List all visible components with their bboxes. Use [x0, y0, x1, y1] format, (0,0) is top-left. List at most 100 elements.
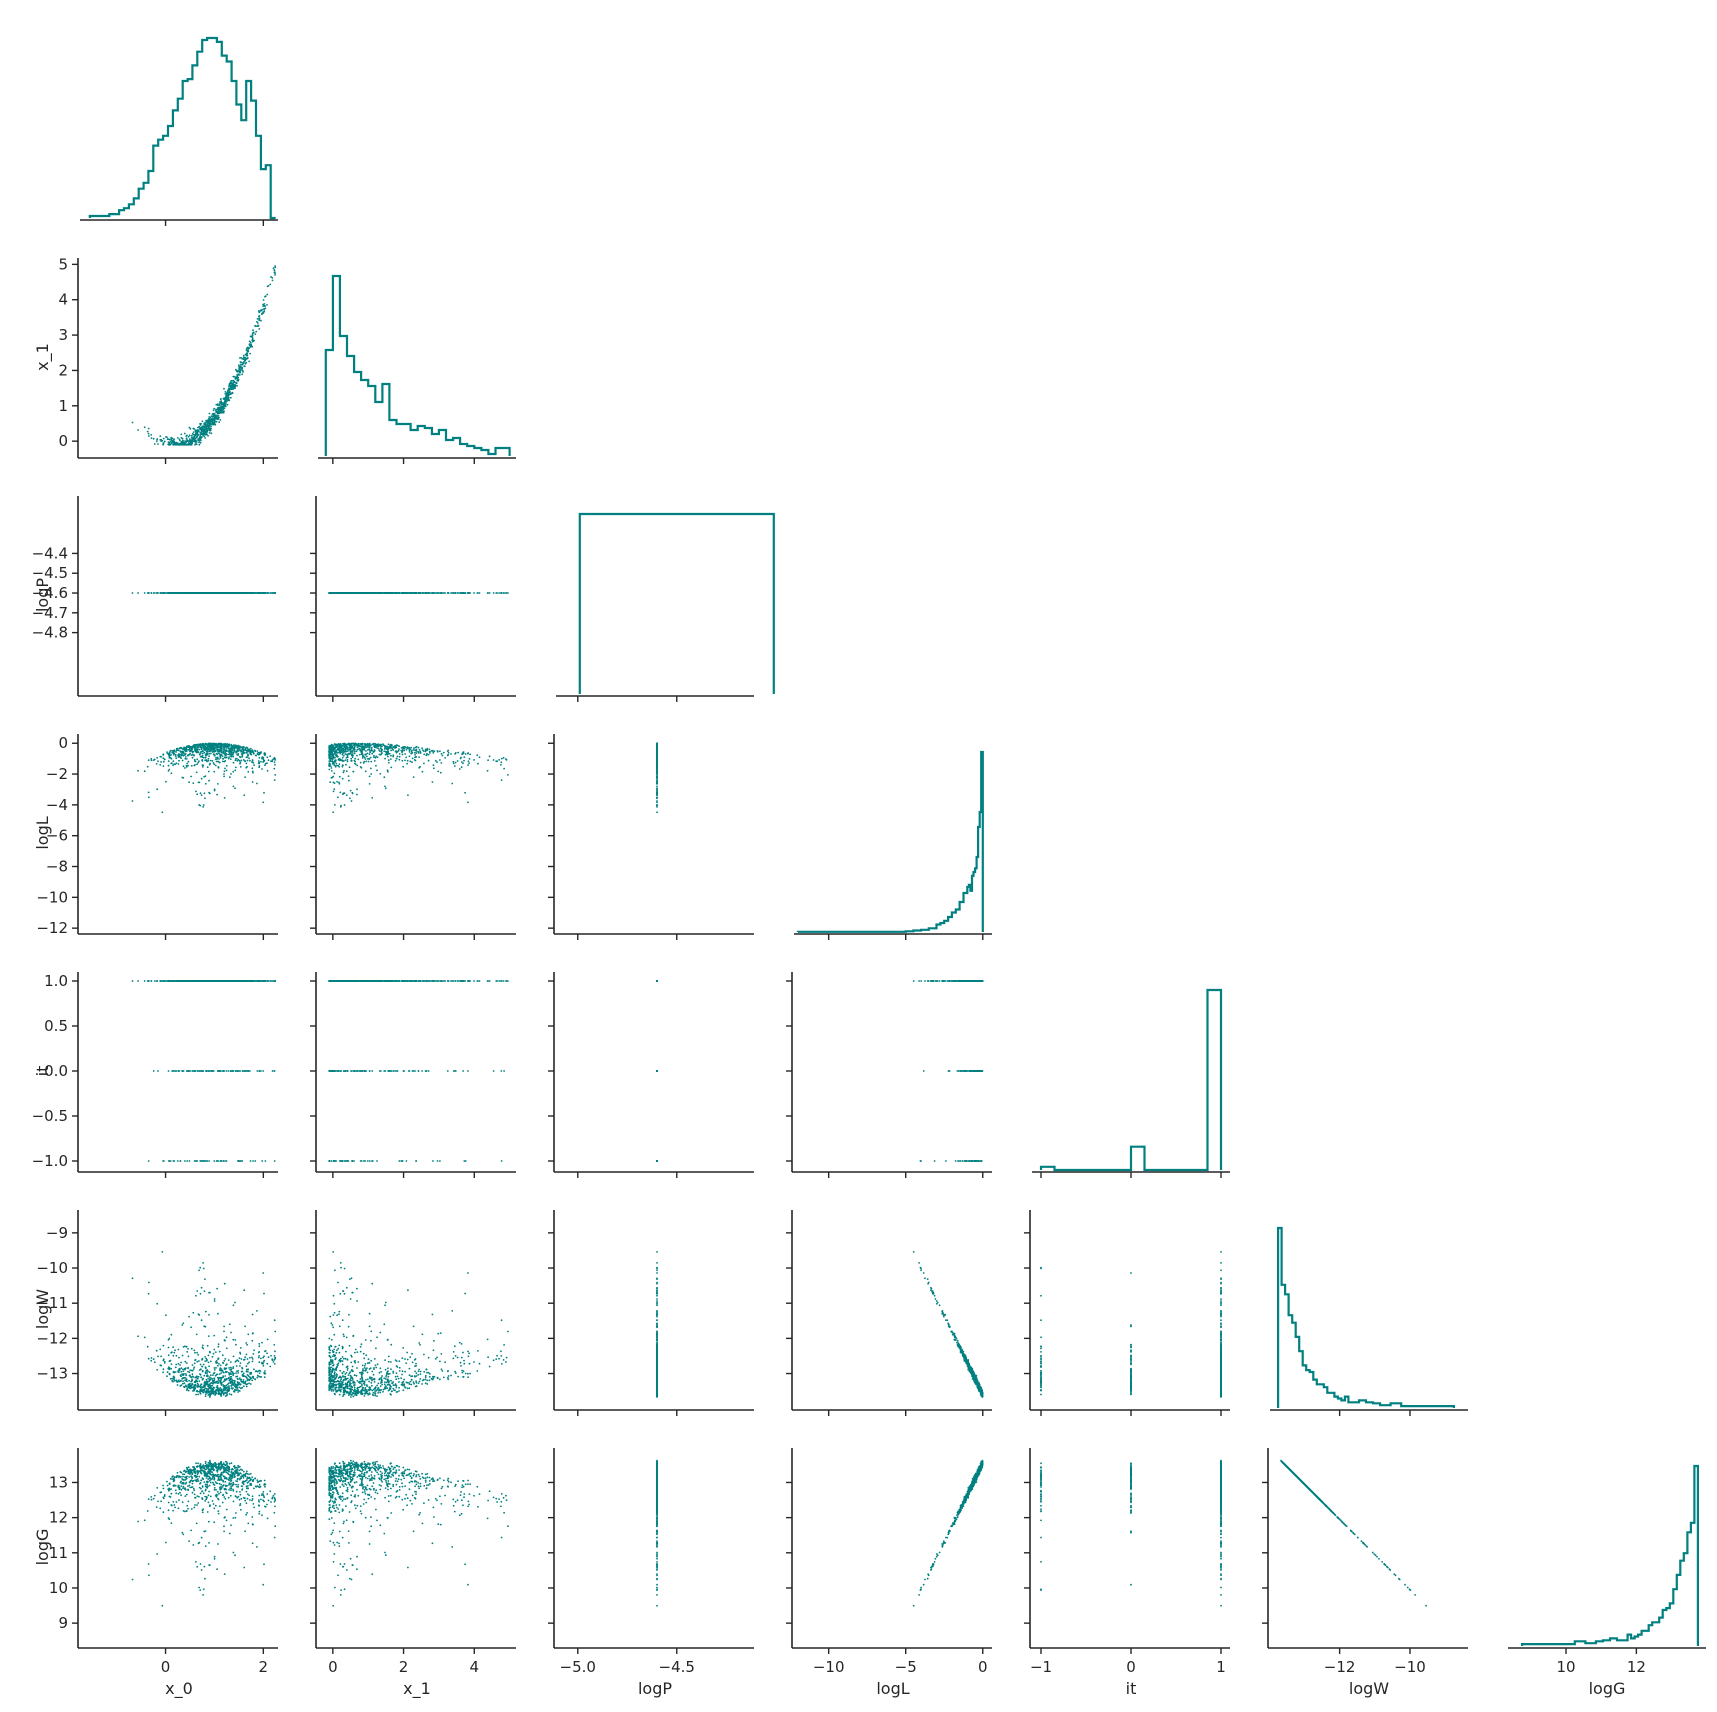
- scatter-point: [198, 436, 201, 439]
- scatter-point: [381, 752, 383, 754]
- scatter-point: [223, 773, 225, 775]
- scatter-point: [174, 753, 177, 756]
- scatter-point: [332, 756, 335, 759]
- scatter-point: [262, 303, 264, 306]
- scatter-point: [201, 432, 204, 435]
- scatter-point: [384, 757, 386, 760]
- scatter-point: [345, 756, 348, 759]
- scatter-point: [180, 433, 183, 436]
- scatter-point: [202, 804, 205, 806]
- scatter-point: [224, 397, 227, 400]
- scatter-point: [131, 421, 134, 424]
- scatter-point: [249, 759, 251, 762]
- scatter-point: [365, 744, 367, 746]
- scatter-point: [363, 756, 366, 759]
- scatter-point: [503, 767, 505, 770]
- scatter-point: [171, 750, 174, 752]
- scatter-point: [234, 368, 237, 371]
- scatter-point: [359, 761, 362, 764]
- scatter-point: [656, 811, 658, 814]
- scatter-point: [194, 592, 197, 594]
- scatter-point: [202, 743, 205, 746]
- scatter-point: [182, 776, 185, 779]
- scatter-point: [224, 760, 227, 762]
- scatter-point: [199, 434, 202, 436]
- scatter-point: [239, 592, 242, 594]
- scatter-point: [345, 592, 348, 594]
- scatter-point: [256, 320, 258, 323]
- scatter-point: [188, 442, 191, 445]
- scatter-point: [186, 762, 189, 765]
- scatter-point: [415, 752, 418, 754]
- scatter-point: [165, 436, 167, 438]
- scatter-point: [228, 391, 231, 393]
- scatter-point: [383, 750, 386, 753]
- scatter-point: [353, 592, 356, 594]
- scatter-point: [364, 770, 367, 773]
- scatter-points: [131, 592, 277, 594]
- scatter-point: [163, 440, 166, 443]
- scatter-point: [240, 363, 242, 366]
- scatter-point: [387, 761, 390, 764]
- scatter-point: [421, 770, 424, 773]
- scatter-point: [334, 804, 336, 806]
- scatter-point: [224, 743, 227, 746]
- scatter-point: [335, 762, 338, 765]
- y-tick-label: −10: [36, 888, 68, 906]
- scatter-point: [250, 343, 253, 345]
- scatter-point: [500, 592, 502, 594]
- scatter-point: [350, 746, 352, 749]
- scatter-point: [442, 751, 445, 754]
- scatter-point: [192, 754, 195, 757]
- scatter-point: [344, 750, 347, 753]
- scatter-point: [328, 753, 331, 756]
- scatter-point: [211, 760, 214, 762]
- scatter-point: [215, 420, 218, 423]
- scatter-point: [207, 744, 210, 747]
- scatter-point: [334, 759, 337, 762]
- scatter-point: [214, 743, 217, 745]
- scatter-point: [462, 592, 464, 594]
- scatter-point: [427, 753, 430, 756]
- scatter-point: [264, 307, 267, 310]
- scatter-point: [432, 764, 435, 767]
- scatter-point: [183, 432, 186, 435]
- scatter-point: [233, 744, 235, 746]
- scatter-point: [217, 760, 220, 763]
- scatter-point: [159, 435, 162, 437]
- scatter-point: [203, 422, 206, 425]
- scatter-point: [362, 755, 365, 757]
- scatter-point: [241, 363, 244, 366]
- scatter-point: [467, 801, 469, 804]
- scatter-point: [374, 745, 377, 747]
- scatter-point: [247, 347, 250, 350]
- scatter-point: [262, 299, 265, 301]
- scatter-point: [348, 592, 351, 594]
- scatter-point: [384, 748, 386, 750]
- scatter-point: [217, 766, 220, 769]
- scatter-point: [378, 749, 381, 752]
- scatter-point: [415, 756, 417, 758]
- scatter-point: [166, 752, 169, 755]
- scatter-point: [403, 592, 405, 594]
- scatter-point: [193, 744, 196, 747]
- scatter-point: [413, 592, 415, 594]
- scatter-point: [212, 762, 215, 764]
- scatter-point: [424, 592, 427, 594]
- scatter-point: [339, 759, 342, 762]
- scatter-point: [174, 755, 177, 758]
- scatter-point: [369, 750, 371, 752]
- scatter-point: [368, 592, 370, 594]
- scatter-point: [200, 794, 203, 796]
- scatter-point: [452, 762, 455, 765]
- scatter-point: [224, 767, 226, 770]
- scatter-point: [252, 751, 255, 754]
- scatter-point: [224, 752, 227, 755]
- scatter-point: [225, 764, 228, 767]
- scatter-point: [205, 743, 208, 745]
- scatter-point: [403, 749, 405, 752]
- scatter-point: [229, 758, 232, 760]
- scatter-point: [162, 757, 165, 760]
- scatter-point: [181, 437, 184, 440]
- scatter-point: [147, 427, 150, 430]
